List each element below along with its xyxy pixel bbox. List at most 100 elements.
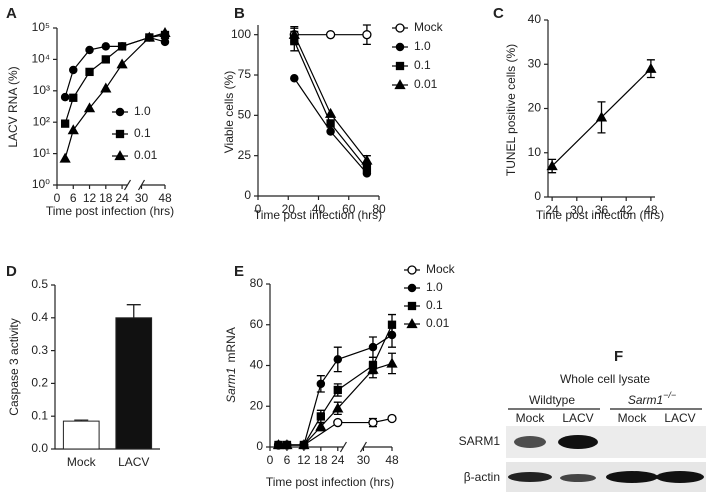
y-tick-label: 100 <box>231 27 251 41</box>
legend-label: 1.0 <box>414 39 431 53</box>
chart-panel: D 0.0 0.1 0.2 0.3 0.4 0.5 Caspase 3 activity Moc… <box>6 263 160 469</box>
legend-label: 0.01 <box>414 77 438 91</box>
panel-letter: A <box>6 5 17 22</box>
y-axis-label: Caspase 3 activity <box>7 318 21 415</box>
data-point <box>386 357 398 368</box>
y-axis-label: Sarm1 mRNA <box>224 327 238 403</box>
x-tick-label: 18 <box>314 453 328 467</box>
legend-marker <box>394 79 406 90</box>
data-point <box>325 30 336 40</box>
y-tick-label: 50 <box>238 108 252 122</box>
x-tick-label: 48 <box>644 203 658 217</box>
y-tick-label: 25 <box>238 148 252 162</box>
x-tick-label: 6 <box>284 453 291 467</box>
x-tick-label: 12 <box>83 191 97 205</box>
data-point <box>333 417 343 428</box>
x-tick-label: 0 <box>267 453 274 467</box>
row-label: β-actin <box>464 470 500 484</box>
data-point <box>362 30 372 40</box>
legend-label: 0.01 <box>426 316 450 330</box>
x-tick-label: 24 <box>331 453 345 467</box>
error-bar <box>126 304 141 318</box>
y-axis-label: LACV RNA (%) <box>6 66 20 147</box>
y-axis-label: Viable cells (%) <box>222 71 236 153</box>
bar <box>115 317 153 450</box>
data-point <box>326 119 335 128</box>
lane-label: LACV <box>664 411 695 425</box>
data-point <box>281 439 293 450</box>
y-tick-label: 20 <box>528 101 542 115</box>
data-point <box>316 379 326 389</box>
data-point <box>117 42 127 51</box>
y-tick-label: 80 <box>250 276 264 290</box>
panel-letter: E <box>234 263 244 280</box>
legend-marker <box>114 150 126 161</box>
data-point <box>645 62 657 73</box>
y-tick-label: 40 <box>250 358 264 372</box>
data-point <box>595 111 608 122</box>
group-label: Sarm1−/− <box>628 390 676 407</box>
axis-break <box>123 179 132 191</box>
group-superscript: −/− <box>663 390 676 400</box>
panel-letter: B <box>234 5 245 22</box>
x-tick-label: 0 <box>54 191 61 205</box>
y-tick-label: 10¹ <box>33 146 50 160</box>
y-label-text: mRNA <box>224 327 238 362</box>
legend-marker <box>406 318 418 329</box>
data-point <box>333 385 342 395</box>
x-tick-label: 48 <box>158 191 172 205</box>
data-point <box>69 65 78 75</box>
y-tick-label: 10⁴ <box>31 52 50 66</box>
x-axis-label: Time post infection (hrs) <box>536 208 664 222</box>
x-tick-label: 18 <box>99 191 113 205</box>
x-axis-label: Time post infection (hrs) <box>266 475 394 489</box>
data-point <box>288 28 300 39</box>
x-tick-label: 30 <box>570 203 584 217</box>
y-tick-label: 75 <box>238 67 252 81</box>
data-point <box>387 320 397 329</box>
data-point <box>100 82 112 93</box>
x-tick-label: 24 <box>545 203 559 217</box>
legend-marker <box>115 107 125 117</box>
group-label: Wildtype <box>529 393 575 407</box>
band <box>508 472 552 482</box>
y-tick-label: 30 <box>528 56 542 70</box>
legend-label: 0.1 <box>426 298 443 312</box>
band <box>514 436 546 448</box>
y-tick-label: 0 <box>256 439 263 453</box>
panel-letter: C <box>493 5 504 22</box>
y-tick-label: 10² <box>33 114 50 128</box>
data-point <box>69 93 78 102</box>
y-tick-label: 0 <box>244 188 251 202</box>
chart-panel: B 0 25 50 75 100 Viable cells (%) Time post inf… <box>222 5 443 222</box>
group-gene: Sarm1 <box>628 393 663 407</box>
band <box>656 471 704 483</box>
y-label-gene: Sarm1 <box>224 368 238 403</box>
legend-label: 0.1 <box>414 58 431 72</box>
blot-title: Whole cell lysate <box>560 372 650 386</box>
y-tick-label: 0.1 <box>31 408 48 422</box>
data-point <box>272 439 285 450</box>
data-point <box>315 420 327 431</box>
data-point <box>367 363 379 374</box>
data-point <box>387 413 397 424</box>
y-axis-label: TUNEL positive cells (%) <box>504 44 518 176</box>
y-tick-label: 10 <box>528 145 542 159</box>
x-tick-label: 0 <box>255 202 262 216</box>
legend-marker <box>407 265 417 275</box>
legend-label: Mock <box>426 262 456 276</box>
y-tick-label: 20 <box>250 398 264 412</box>
x-tick-label: LACV <box>118 455 149 469</box>
data-point <box>546 160 558 171</box>
legend-label: 1.0 <box>134 104 151 118</box>
x-tick-label: 48 <box>385 453 399 467</box>
data-point <box>160 37 170 47</box>
legend-label: Mock <box>414 20 444 34</box>
data-point <box>368 417 378 428</box>
band <box>606 471 658 483</box>
data-point <box>159 27 171 38</box>
legend-marker <box>395 42 405 52</box>
legend-marker <box>395 61 405 71</box>
